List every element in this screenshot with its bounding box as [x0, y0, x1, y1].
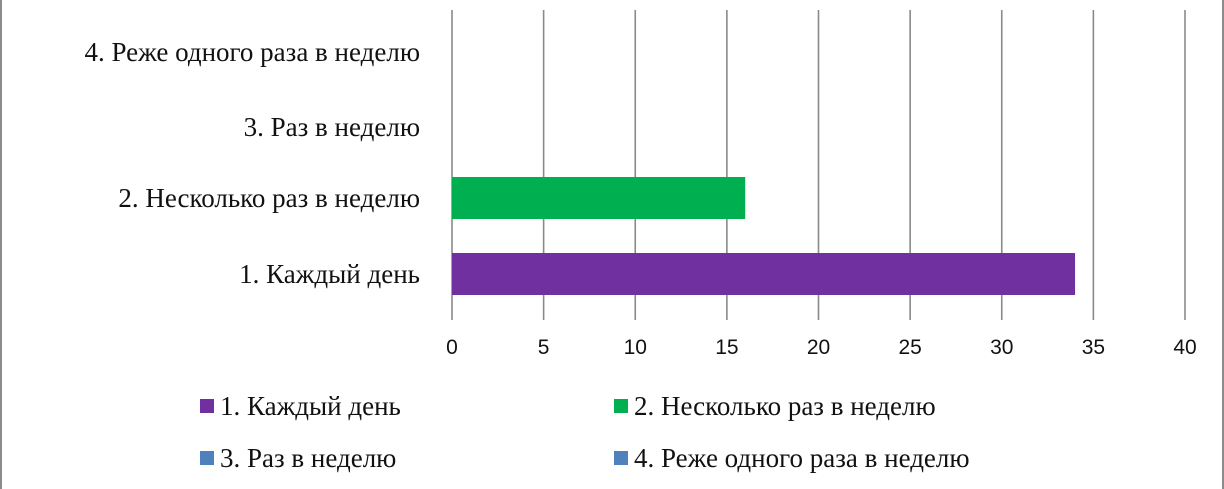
bars [452, 177, 1076, 295]
bar [452, 253, 1076, 295]
legend-swatch [614, 399, 628, 413]
x-tick-label: 15 [715, 336, 738, 359]
x-tick-label: 10 [624, 336, 647, 359]
legend-label: 4. Реже одного раза в неделю [634, 443, 970, 473]
category-label: 4. Реже одного раза в неделю [84, 37, 420, 67]
legend-swatch [200, 451, 214, 465]
legend-label: 1. Каждый день [220, 391, 401, 421]
legend-item: 1. Каждый день [200, 391, 401, 421]
legend-swatch [614, 451, 628, 465]
x-tick-label: 25 [898, 336, 921, 359]
legend-item: 3. Раз в неделю [200, 443, 396, 473]
x-tick-label: 5 [538, 336, 550, 359]
gridlines [451, 10, 1186, 320]
category-label: 1. Каждый день [239, 259, 420, 289]
category-label: 3. Раз в неделю [244, 112, 420, 142]
legend-label: 3. Раз в неделю [220, 443, 396, 473]
x-tick-label: 40 [1173, 336, 1196, 359]
x-tick-label: 0 [446, 336, 458, 359]
legend-swatch [200, 399, 214, 413]
bar [452, 177, 746, 219]
legend-item: 2. Несколько раз в неделю [614, 391, 936, 421]
legend-label: 2. Несколько раз в неделю [634, 391, 936, 421]
x-tick-label: 20 [807, 336, 830, 359]
legend: 1. Каждый день 2. Несколько раз в неделю 3… [200, 391, 970, 473]
legend-item: 4. Реже одного раза в неделю [614, 443, 970, 473]
x-axis-ticks: 0 5 10 15 20 25 30 35 40 [446, 336, 1197, 359]
category-labels: 1. Каждый день 2. Несколько раз в неделю 3… [84, 37, 420, 289]
x-tick-label: 30 [990, 336, 1013, 359]
x-tick-label: 35 [1082, 336, 1105, 359]
category-label: 2. Несколько раз в неделю [118, 183, 420, 213]
